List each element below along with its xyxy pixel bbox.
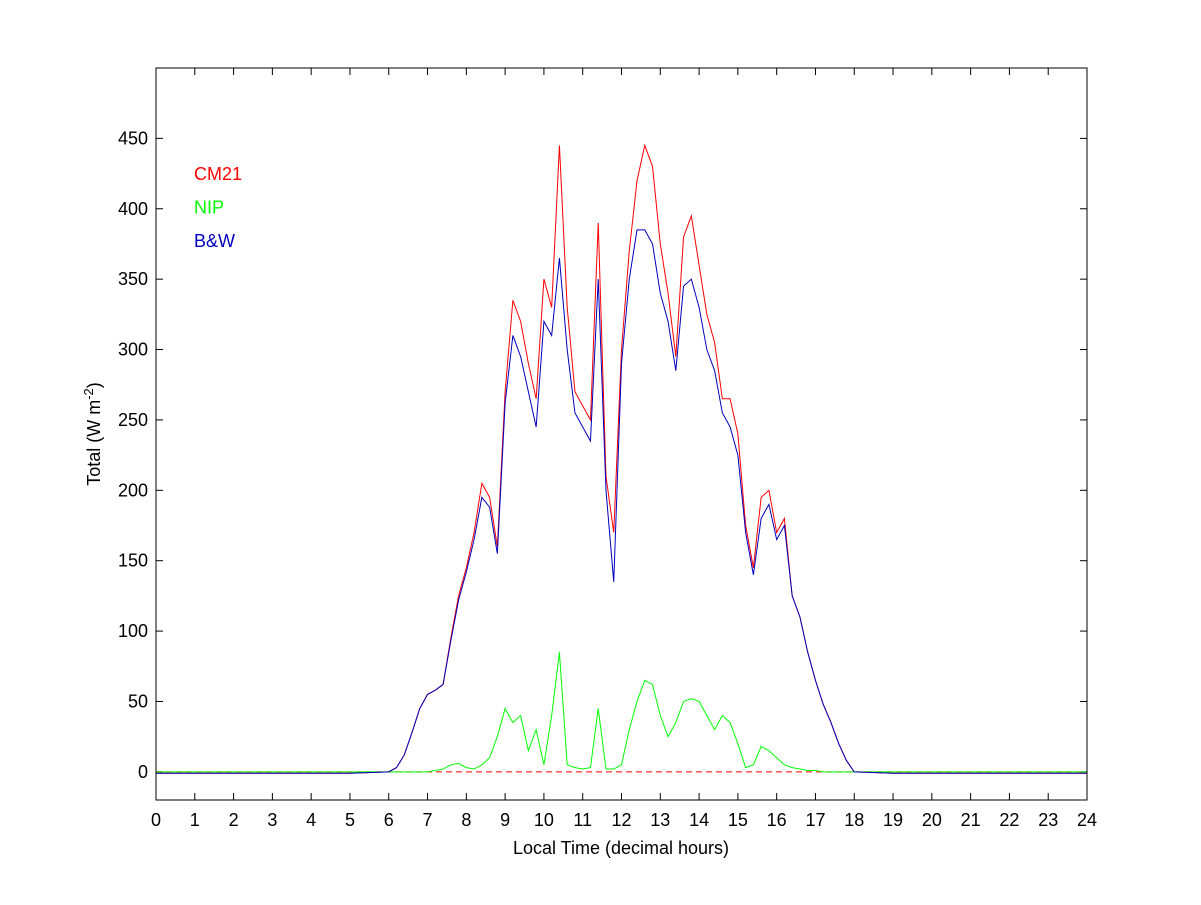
x-tick-label: 12 [611,810,631,830]
y-axis-label-text: Total (W m [84,400,104,486]
x-tick-label: 23 [1038,810,1058,830]
x-tick-label: 24 [1077,810,1097,830]
x-tick-label: 17 [805,810,825,830]
y-axis-label-suffix: ) [84,382,104,388]
y-tick-label: 200 [118,480,148,500]
legend-label: CM21 [194,164,242,184]
y-tick-label: 300 [118,340,148,360]
y-tick-label: 450 [118,128,148,148]
x-tick-label: 11 [573,810,592,830]
series-line [156,229,1087,774]
x-tick-label: 4 [306,810,316,830]
x-tick-label: 15 [728,810,748,830]
x-tick-label: 22 [999,810,1019,830]
x-tick-label: 16 [767,810,787,830]
x-tick-label: 18 [844,810,864,830]
y-axis-label-superscript: -2 [81,388,96,400]
x-tick-label: 7 [423,810,433,830]
y-tick-label: 400 [118,199,148,219]
x-tick-label: 9 [500,810,510,830]
y-tick-label: 100 [118,621,148,641]
y-axis-label: Total (W m-2) [81,382,104,486]
x-tick-label: 6 [384,810,394,830]
x-tick-label: 13 [650,810,670,830]
x-tick-label: 10 [534,810,554,830]
x-tick-label: 8 [461,810,471,830]
legend-label: NIP [194,198,224,218]
series-line [156,652,1087,773]
legend-label: B&W [194,231,235,251]
x-tick-label: 2 [229,810,239,830]
x-tick-label: 19 [883,810,903,830]
x-tick-label: 1 [190,810,200,830]
x-tick-label: 0 [151,810,161,830]
x-axis-label: Local Time (decimal hours) [513,838,729,858]
plot-frame [155,67,1088,801]
y-tick-label: 250 [118,410,148,430]
y-tick-label: 350 [118,269,148,289]
y-tick-label: 150 [118,551,148,571]
x-tick-label: 3 [267,810,277,830]
y-tick-label: 0 [138,762,148,782]
x-tick-label: 20 [922,810,942,830]
x-tick-label: 14 [689,810,709,830]
x-tick-label: 21 [961,810,981,830]
y-tick-label: 50 [128,691,148,711]
x-tick-label: 5 [345,810,355,830]
